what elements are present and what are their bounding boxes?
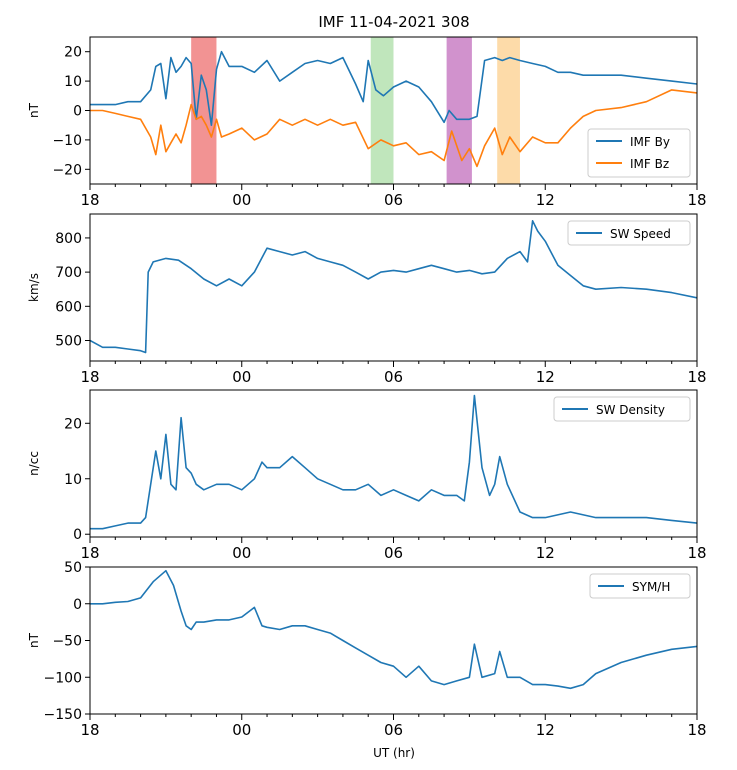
x-tick-label: 18	[80, 544, 99, 562]
y-tick-label: −100	[44, 670, 82, 686]
legend-label: IMF Bz	[630, 157, 669, 171]
x-tick-label: 00	[232, 721, 251, 739]
y-tick-label: 10	[64, 472, 82, 488]
panel-symh: −150 −100 −50 0 50 18 00 06 12 18 nT SYM/H	[27, 560, 707, 739]
y-tick-label: 500	[55, 333, 82, 349]
series-line-sym-h	[90, 569, 697, 690]
panel-density: 0 10 20 18 00 06 12 18 n/cc SW Density	[27, 389, 707, 562]
y-tick-label: 700	[55, 265, 82, 281]
series-line-imf-bz	[90, 89, 697, 168]
shaded-region-3	[446, 37, 472, 184]
legend-label: SW Density	[596, 403, 665, 417]
x-tick-label: 18	[687, 191, 706, 209]
x-tick-label: 18	[687, 544, 706, 562]
x-tick-label: 06	[384, 721, 403, 739]
x-tick-label: 06	[384, 544, 403, 562]
panel-speed: 500 600 700 800 18 00 06 12 18 km/s SW Speed	[27, 213, 707, 386]
legend: SW Speed	[567, 220, 691, 246]
y-tick-label: 20	[64, 416, 82, 432]
x-tick-label: 18	[80, 721, 99, 739]
x-tick-label: 00	[232, 191, 251, 209]
y-tick-label: −20	[52, 162, 82, 178]
x-tick-label: 06	[384, 191, 403, 209]
y-tick-label: 10	[64, 74, 82, 90]
y-tick-label: 0	[73, 527, 82, 543]
legend-label: SW Speed	[610, 227, 671, 241]
x-tick-label: 18	[687, 721, 706, 739]
y-tick-label: 20	[64, 45, 82, 61]
y-tick-label: 600	[55, 299, 82, 315]
legend-label: SYM/H	[632, 580, 670, 594]
legend: SW Density	[553, 396, 691, 422]
y-axis-label: nT	[27, 632, 41, 648]
y-tick-label: −10	[52, 133, 82, 149]
legend-label: IMF By	[630, 135, 670, 149]
legend-box	[567, 220, 691, 246]
legend-box	[553, 396, 691, 422]
y-axis-label: km/s	[27, 273, 41, 302]
legend: IMF By IMF Bz	[587, 128, 691, 178]
x-tick-label: 00	[232, 544, 251, 562]
series-line-sw-speed	[90, 220, 697, 354]
y-tick-label: −150	[44, 707, 82, 723]
shaded-region-2	[370, 37, 394, 184]
x-tick-label: 18	[80, 368, 99, 386]
y-tick-label: 0	[73, 104, 82, 120]
x-tick-label: 18	[80, 191, 99, 209]
x-tick-label: 12	[536, 544, 555, 562]
x-tick-label: 12	[536, 368, 555, 386]
x-tick-label: 18	[687, 368, 706, 386]
x-tick-label: 12	[536, 191, 555, 209]
x-tick-label: 06	[384, 368, 403, 386]
legend-box	[589, 573, 691, 599]
x-tick-label: 12	[536, 721, 555, 739]
x-axis-label: UT (hr)	[373, 746, 415, 760]
panel-imf: −20 −10 0 10 20 18 00 06 12 18 nT IMF By IMF Bz	[27, 36, 707, 209]
y-axis-label: nT	[27, 102, 41, 118]
y-tick-label: 0	[73, 597, 82, 613]
series-line-sw-density	[90, 394, 697, 530]
series-line-imf-by	[90, 50, 697, 126]
figure-title: IMF 11-04-2021 308	[318, 13, 469, 31]
y-axis-label: n/cc	[27, 451, 41, 476]
y-tick-label: 50	[64, 560, 82, 576]
y-tick-label: 800	[55, 231, 82, 247]
x-tick-label: 00	[232, 368, 251, 386]
legend: SYM/H	[589, 573, 691, 599]
shaded-region-4	[497, 37, 520, 184]
y-tick-label: −50	[52, 634, 82, 650]
